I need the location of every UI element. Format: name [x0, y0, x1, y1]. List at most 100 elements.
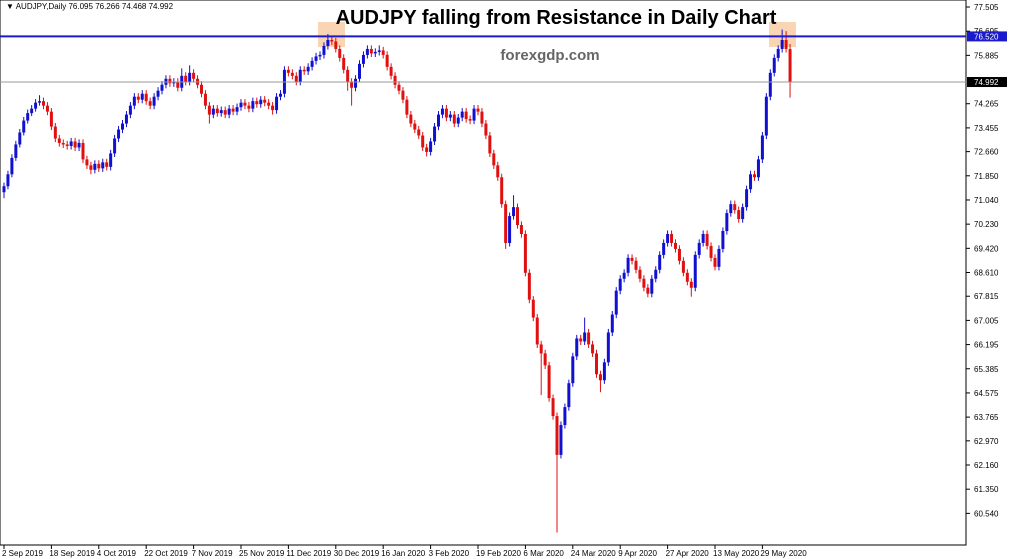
candle-body: [579, 338, 583, 342]
candle-body: [433, 126, 437, 142]
x-tick-label: 6 Mar 2020: [523, 549, 564, 558]
candle-body: [338, 48, 342, 58]
candle-body: [721, 231, 725, 249]
resistance-marker: [967, 31, 1007, 42]
candle-body: [6, 174, 10, 187]
candle-body: [200, 84, 203, 94]
candle-body: [472, 108, 476, 121]
candle-body: [393, 75, 397, 85]
y-tick-label: 62.970: [974, 437, 999, 446]
ohlc-close: 74.992: [149, 2, 174, 11]
candle-body: [409, 114, 413, 124]
chart-title: AUDJPY falling from Resistance in Daily …: [336, 7, 777, 29]
resistance-label: 76.520: [974, 32, 999, 41]
candle-body: [658, 254, 662, 270]
candle-body: [45, 105, 49, 112]
candle-body: [26, 113, 30, 121]
candle-body: [622, 272, 626, 279]
candle-body: [207, 105, 211, 115]
candle-body: [634, 260, 638, 270]
candle-body: [654, 269, 658, 279]
candle-body: [223, 110, 227, 115]
candle-body: [2, 186, 6, 193]
candle-body: [318, 54, 322, 57]
y-tick-label: 60.540: [974, 509, 999, 518]
y-tick-label: 61.350: [974, 485, 999, 494]
candle-body: [717, 248, 721, 267]
candle-body: [53, 126, 57, 139]
candle-body: [729, 204, 733, 214]
candle-body: [768, 72, 772, 97]
candle-body: [298, 69, 302, 82]
candle-body: [188, 72, 192, 82]
candle-body: [302, 69, 306, 72]
candle-body: [606, 332, 610, 363]
candle-body: [215, 108, 219, 114]
candle-body: [22, 120, 26, 133]
candle-body: [539, 344, 543, 354]
candle-body: [85, 159, 89, 166]
candle-body: [69, 141, 73, 146]
candle-body: [468, 119, 472, 121]
candle-body: [405, 99, 409, 115]
candle-body: [326, 39, 330, 46]
candle-body: [172, 81, 176, 84]
candle-body: [567, 383, 571, 408]
candle-body: [290, 72, 294, 76]
candle-body: [575, 338, 579, 357]
candle-body: [693, 254, 697, 288]
plot-frame: [0, 0, 967, 546]
symbol: AUDJPY,Daily: [16, 2, 67, 11]
x-tick-label: 18 Sep 2019: [49, 549, 95, 558]
candle-body: [772, 57, 776, 73]
candle-body: [279, 93, 282, 97]
y-tick-label: 70.230: [974, 220, 999, 229]
candle-body: [563, 407, 567, 426]
candle-body: [666, 233, 670, 243]
candle-body: [444, 108, 448, 118]
x-tick-label: 3 Feb 2020: [429, 549, 470, 558]
candle-body: [65, 144, 69, 146]
candle-body: [314, 56, 318, 61]
candle-body: [73, 141, 77, 148]
ohlc-high: 76.266: [95, 2, 120, 11]
y-tick-label: 69.420: [974, 244, 999, 253]
watermark: forexgdp.com: [500, 47, 599, 64]
candle-body: [737, 210, 741, 220]
y-tick-label: 74.265: [974, 100, 999, 109]
y-tick-label: 63.765: [974, 413, 999, 422]
price-label: 74.992: [974, 78, 999, 87]
candle-body: [583, 332, 587, 342]
x-tick-label: 7 Nov 2019: [192, 549, 233, 558]
candle-body: [235, 107, 239, 112]
candle-body: [788, 49, 792, 83]
candle-body: [508, 216, 512, 243]
candle-body: [342, 57, 346, 70]
candle-body: [243, 102, 247, 106]
candle-body: [49, 111, 53, 127]
candle-body: [484, 123, 488, 136]
candle-body: [61, 142, 65, 145]
candle-body: [713, 257, 717, 267]
y-tick-label: 67.815: [974, 292, 999, 301]
candle-body: [448, 114, 452, 118]
x-tick-label: 13 May 2020: [713, 549, 760, 558]
candle-body: [140, 93, 144, 100]
candle-body: [203, 93, 207, 106]
candle-body: [547, 365, 551, 399]
x-tick-label: 24 Mar 2020: [571, 549, 616, 558]
candle-body: [452, 114, 456, 124]
candle-body: [516, 207, 519, 226]
candle-body: [519, 225, 523, 234]
candle-body: [286, 69, 290, 73]
candle-body: [373, 51, 377, 54]
candle-body: [192, 72, 196, 79]
y-tick-label: 72.660: [974, 148, 999, 157]
y-tick-label: 71.040: [974, 196, 999, 205]
candle-body: [531, 299, 535, 318]
x-tick-label: 22 Oct 2019: [144, 549, 188, 558]
candle-body: [365, 48, 369, 55]
candle-body: [57, 138, 61, 143]
candle-body: [354, 78, 358, 88]
candle-body: [705, 233, 709, 246]
